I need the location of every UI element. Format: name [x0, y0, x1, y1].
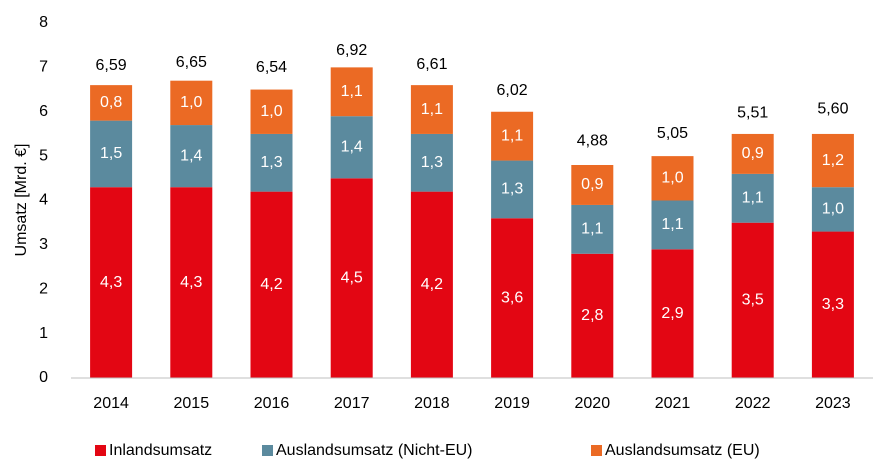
value-label: 4,2 — [260, 276, 282, 293]
value-label: 4,3 — [100, 274, 122, 291]
value-label: 1,2 — [822, 152, 844, 169]
y-tick-label: 7 — [39, 59, 48, 76]
legend-swatch — [95, 445, 106, 456]
value-label: 4,5 — [341, 269, 363, 286]
bar-segment — [811, 231, 854, 378]
x-tick-label: 2014 — [93, 395, 129, 412]
legend-label: Inlandsumsatz — [109, 442, 212, 459]
value-label: 1,1 — [341, 83, 363, 100]
legend-swatch — [591, 445, 602, 456]
bar-segment — [170, 187, 213, 378]
total-label: 6,54 — [256, 59, 287, 76]
bar-segment — [651, 249, 694, 378]
value-label: 3,6 — [501, 289, 523, 306]
value-label: 2,8 — [581, 307, 603, 324]
bar-segment — [651, 200, 694, 250]
y-tick-label: 8 — [39, 14, 48, 31]
value-label: 1,0 — [822, 201, 844, 218]
bar-segment — [491, 218, 534, 378]
value-label: 3,3 — [822, 296, 844, 313]
x-tick-label: 2016 — [254, 395, 290, 412]
value-label: 4,2 — [421, 276, 443, 293]
total-label: 5,51 — [737, 105, 768, 122]
y-tick-label: 1 — [39, 325, 48, 342]
y-tick-label: 4 — [39, 192, 48, 209]
bar-segment — [90, 187, 133, 378]
bar-segment — [571, 253, 614, 378]
value-label: 4,3 — [180, 274, 202, 291]
total-label: 6,59 — [96, 57, 127, 74]
y-axis-label: Umsatz [Mrd. €] — [13, 144, 30, 257]
x-tick-label: 2018 — [414, 395, 450, 412]
bar-segment — [170, 80, 213, 126]
bar-segment — [330, 178, 373, 378]
value-label: 1,1 — [581, 221, 603, 238]
bar-segment — [571, 204, 614, 254]
bar-segment — [651, 156, 694, 201]
y-tick-label: 5 — [39, 147, 48, 164]
x-tick-label: 2019 — [494, 395, 530, 412]
total-label: 5,60 — [817, 101, 848, 118]
value-label: 0,9 — [742, 145, 764, 162]
value-label: 1,3 — [501, 181, 523, 198]
value-label: 2,9 — [661, 305, 683, 322]
bar-segment — [491, 111, 534, 161]
x-tick-label: 2022 — [735, 395, 771, 412]
x-tick-label: 2020 — [575, 395, 611, 412]
bar-segment — [250, 133, 293, 192]
value-label: 1,1 — [421, 101, 443, 118]
bar-segment — [731, 133, 774, 174]
value-label: 1,1 — [661, 216, 683, 233]
total-label: 6,61 — [416, 56, 447, 73]
x-tick-label: 2015 — [174, 395, 210, 412]
x-tick-label: 2017 — [334, 395, 370, 412]
total-label: 6,65 — [176, 54, 207, 71]
value-label: 1,0 — [661, 170, 683, 187]
bar-segment — [90, 85, 133, 121]
total-label: 6,02 — [497, 82, 528, 99]
x-tick-label: 2021 — [655, 395, 691, 412]
bar-segment — [811, 187, 854, 232]
value-label: 1,0 — [180, 94, 202, 111]
value-label: 0,9 — [581, 176, 603, 193]
legend-label: Auslandsumsatz (Nicht-EU) — [276, 442, 473, 459]
value-label: 3,5 — [742, 292, 764, 309]
value-label: 1,4 — [180, 147, 202, 164]
value-label: 1,0 — [260, 103, 282, 120]
bar-segment — [90, 120, 133, 188]
value-label: 1,1 — [742, 190, 764, 207]
total-label: 6,92 — [336, 42, 367, 59]
value-label: 1,1 — [501, 127, 523, 144]
value-label: 1,3 — [421, 154, 443, 171]
bar-segment — [330, 116, 373, 179]
y-tick-label: 6 — [39, 103, 48, 120]
bar-segment — [250, 191, 293, 378]
x-tick-label: 2023 — [815, 395, 851, 412]
bar-segment — [491, 160, 534, 219]
y-tick-label: 3 — [39, 236, 48, 253]
bar-segment — [170, 125, 213, 188]
y-tick-label: 0 — [39, 369, 48, 386]
value-label: 1,3 — [260, 154, 282, 171]
total-label: 5,05 — [657, 125, 688, 142]
y-tick-label: 2 — [39, 280, 48, 297]
bar-segment — [330, 67, 373, 117]
value-label: 1,4 — [341, 138, 363, 155]
bar-segment — [410, 191, 453, 378]
bar-segment — [731, 222, 774, 378]
bar-segment — [410, 85, 453, 134]
bar-segment — [731, 173, 774, 223]
bar-segment — [250, 89, 293, 134]
value-label: 0,8 — [100, 94, 122, 111]
bar-segment — [811, 133, 854, 188]
bar-segment — [410, 133, 453, 192]
bar-segment — [571, 165, 614, 205]
total-label: 4,88 — [577, 133, 608, 150]
legend-label: Auslandsumsatz (EU) — [605, 442, 760, 459]
legend-swatch — [262, 445, 273, 456]
value-label: 1,5 — [100, 145, 122, 162]
